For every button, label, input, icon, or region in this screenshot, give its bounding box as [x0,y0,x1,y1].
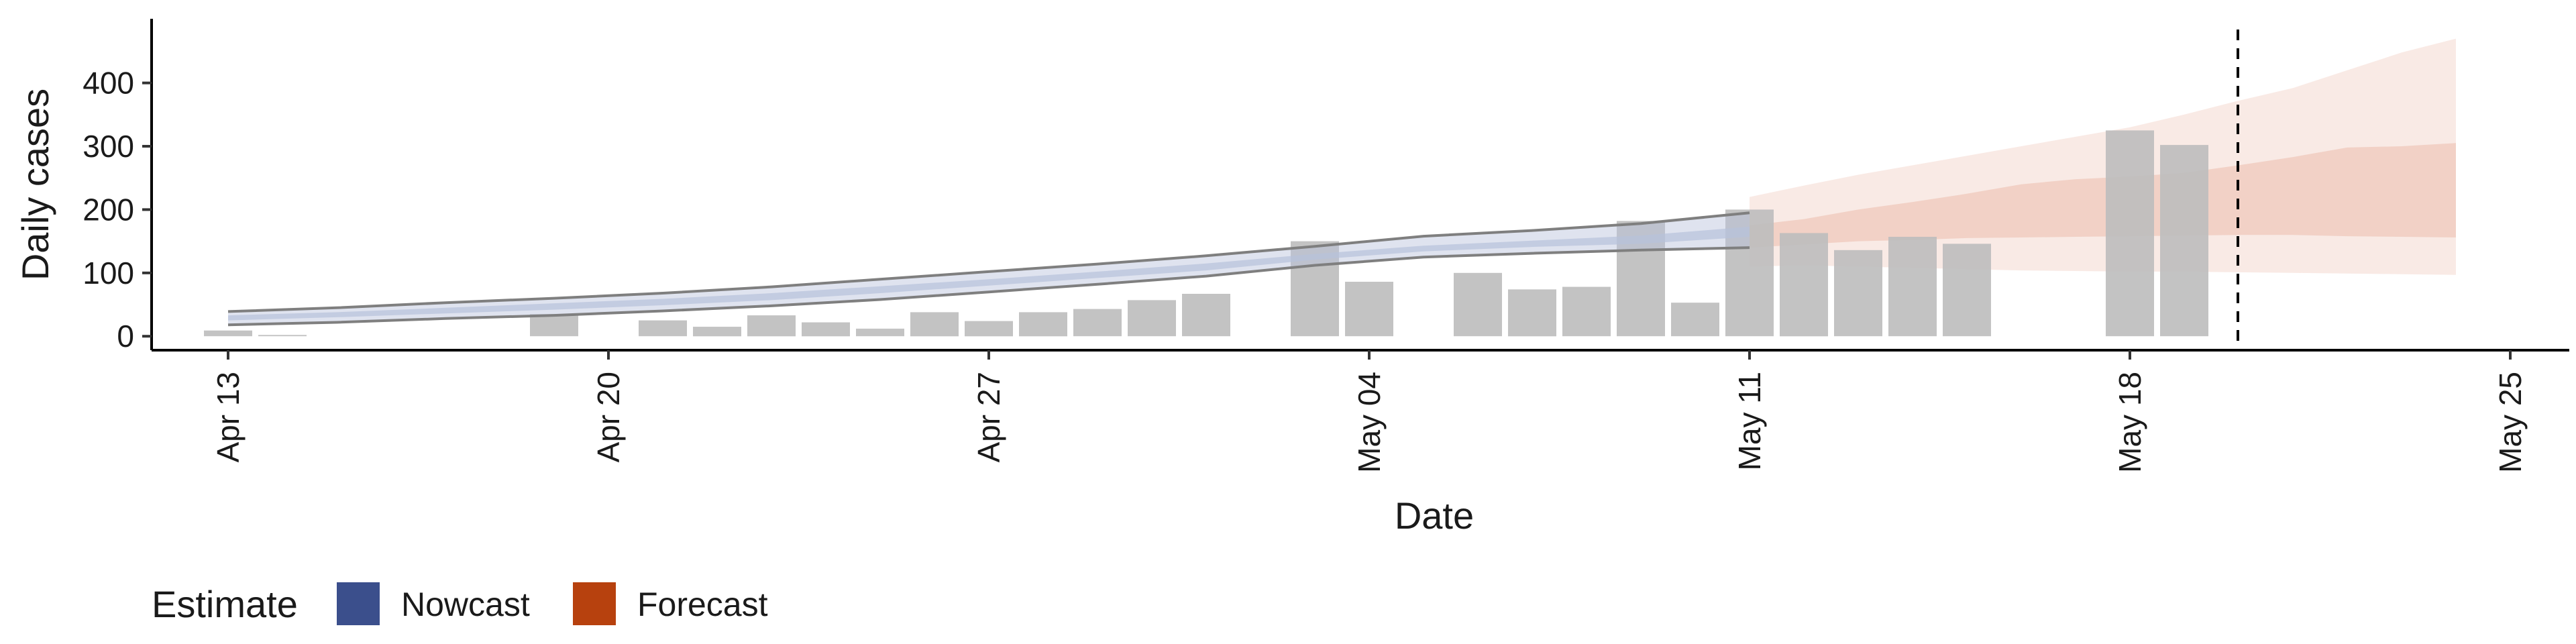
forecast-bands [1750,38,2456,275]
y-tick-label: 200 [83,192,134,227]
case-bar [965,321,1013,337]
x-tick-label: May 18 [2112,372,2147,473]
case-bar [1345,282,1393,337]
bars [204,130,2208,337]
y-tick-label: 400 [83,66,134,101]
y-axis-title: Daily cases [14,89,56,280]
legend: Estimate Nowcast Forecast [152,582,768,625]
case-bar [1073,309,1122,337]
case-bar [693,327,741,337]
x-axis-title: Date [1395,494,1474,537]
case-bar [802,322,850,337]
x-tick-label: Apr 13 [211,372,246,463]
nowcast-band-50 [228,226,1750,321]
x-tick-label: Apr 20 [591,372,626,463]
case-bar [258,335,307,337]
legend-title: Estimate [152,583,298,625]
legend-swatch [573,582,616,625]
case-bar [1019,312,1067,337]
case-bar [2160,145,2208,337]
legend-label: Forecast [637,586,768,623]
nowcast-bands [227,211,1750,327]
x-tick-label: May 25 [2493,372,2528,473]
legend-label: Nowcast [401,586,530,623]
case-bar [1508,289,1556,337]
case-bar [856,328,904,337]
x-tick-label: May 04 [1352,372,1387,473]
x-tick-label: Apr 27 [971,372,1006,463]
case-bar [1128,300,1176,337]
case-bar [2106,130,2154,337]
nowcast-lower-line [227,246,1750,327]
x-tick-label: May 11 [1732,372,1767,470]
case-bar [910,312,959,337]
case-bar [1834,250,1882,337]
case-bar [530,314,578,337]
case-bar [747,315,796,337]
case-bar [1671,303,1719,337]
nowcast-upper-line [227,211,1750,313]
case-bar [204,330,252,337]
forecast-band-50 [1750,143,2456,248]
y-tick-label: 100 [83,256,134,290]
case-bar [1562,286,1611,337]
case-bar [1780,233,1828,337]
axes: 0 100 200 300 400 Apr 13 Apr 20 Apr 27 May 04 May… [83,19,2569,473]
case-bar [1943,244,1991,337]
y-tick-label: 300 [83,129,134,164]
case-bar [1454,272,1502,337]
y-tick-label: 0 [117,319,134,354]
forecast-band-90 [1750,38,2456,275]
legend-swatch [337,582,380,625]
case-bar [1888,237,1937,337]
case-bar [639,320,687,337]
case-bar [1182,294,1230,337]
